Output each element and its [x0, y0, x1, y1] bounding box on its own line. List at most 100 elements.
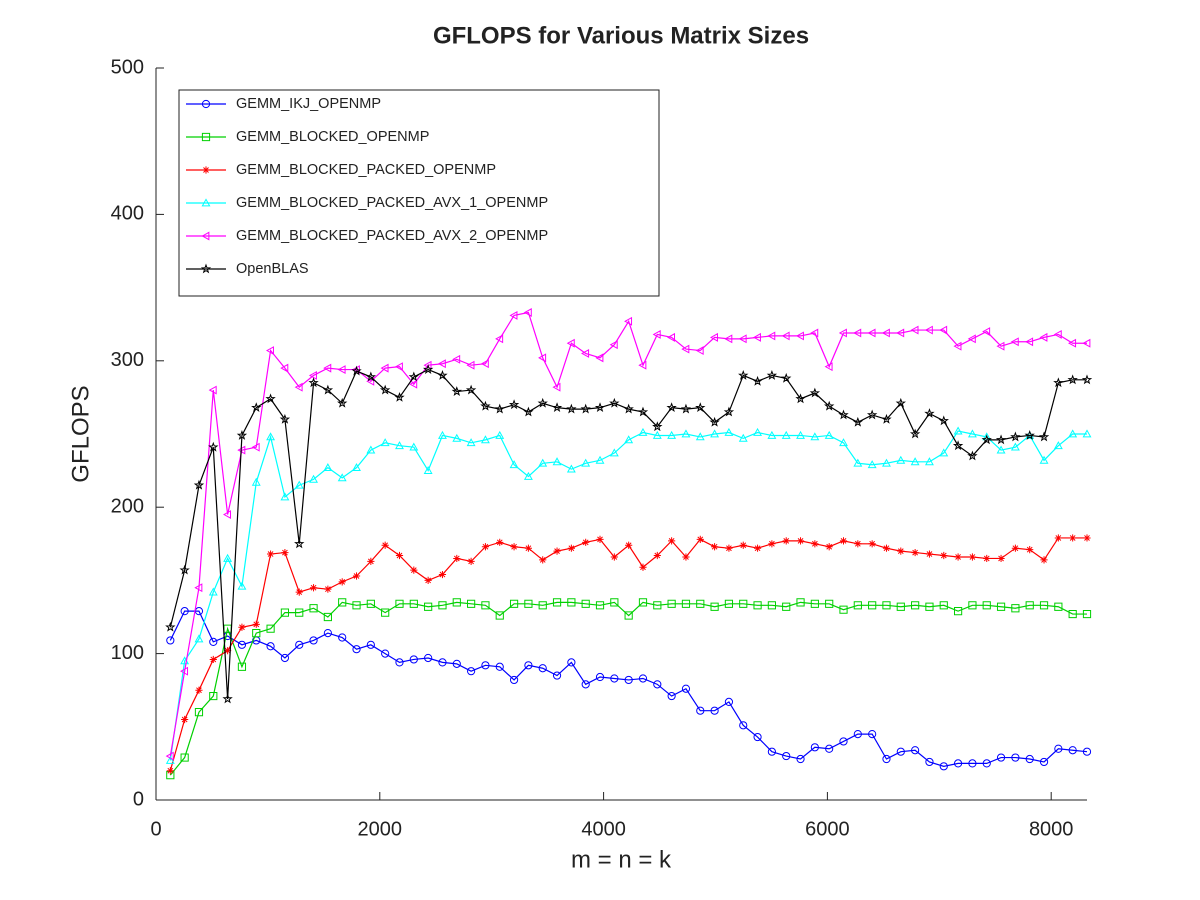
data-point	[753, 544, 762, 552]
data-point	[939, 325, 948, 335]
data-point	[380, 363, 389, 373]
data-point	[251, 442, 260, 452]
data-point	[982, 327, 991, 336]
data-point	[711, 543, 719, 551]
data-point	[409, 655, 418, 664]
data-point	[194, 634, 204, 643]
data-point	[595, 672, 605, 682]
data-point	[838, 409, 849, 420]
data-point	[653, 551, 661, 560]
data-point	[194, 708, 204, 717]
data-point	[1082, 747, 1092, 756]
data-point	[624, 316, 633, 326]
data-point	[452, 598, 461, 607]
data-point	[394, 391, 405, 402]
data-point	[680, 403, 692, 414]
legend-label: GEMM_BLOCKED_PACKED_AVX_1_OPENMP	[236, 195, 548, 211]
data-point	[681, 429, 691, 438]
data-point	[309, 584, 318, 592]
data-point	[753, 601, 762, 610]
data-point	[696, 599, 705, 608]
data-point	[551, 402, 563, 413]
data-point	[1053, 377, 1064, 388]
data-point	[351, 365, 362, 376]
data-point	[309, 636, 318, 645]
data-point	[910, 457, 920, 466]
data-point	[552, 457, 562, 466]
data-point	[481, 601, 490, 610]
data-point	[610, 598, 619, 607]
data-point	[366, 640, 375, 649]
data-point	[523, 471, 533, 480]
data-point	[438, 601, 447, 610]
data-point	[581, 680, 590, 689]
data-point	[625, 541, 633, 549]
data-point	[939, 762, 948, 771]
data-point	[1054, 534, 1062, 542]
data-point	[868, 601, 877, 610]
data-point	[911, 746, 920, 755]
data-point	[709, 416, 720, 427]
data-point	[739, 599, 748, 608]
data-point	[924, 325, 933, 335]
data-point	[438, 658, 447, 667]
data-point	[180, 666, 189, 676]
data-point	[624, 675, 633, 685]
data-point	[1025, 601, 1034, 610]
data-point	[667, 599, 676, 608]
data-point	[1010, 337, 1019, 347]
data-point	[853, 328, 862, 338]
data-point	[981, 434, 992, 445]
data-point	[394, 362, 403, 372]
data-point	[294, 480, 304, 489]
data-point	[839, 537, 848, 545]
data-point	[467, 599, 476, 608]
legend-marker	[200, 263, 212, 274]
series-line	[169, 610, 1088, 767]
y-tick-label: 200	[111, 495, 144, 517]
data-point	[1082, 609, 1092, 619]
data-point	[724, 334, 733, 344]
data-point	[767, 601, 776, 610]
data-point	[496, 538, 504, 546]
data-point	[437, 359, 446, 369]
series-line	[169, 311, 1087, 757]
data-point	[224, 647, 232, 655]
data-point	[237, 581, 247, 590]
data-point	[523, 308, 532, 317]
data-point	[1068, 609, 1077, 619]
data-point	[925, 550, 934, 558]
data-point	[1038, 431, 1050, 442]
data-point	[1082, 338, 1091, 348]
data-point	[666, 402, 677, 413]
data-point	[1011, 544, 1019, 552]
data-point	[1010, 442, 1020, 451]
data-point	[481, 661, 490, 670]
data-point	[165, 621, 176, 632]
y-tick-label: 300	[111, 349, 144, 371]
data-point	[838, 328, 847, 338]
data-point	[552, 671, 562, 680]
data-point	[624, 611, 633, 620]
data-point	[782, 751, 791, 761]
data-point	[209, 655, 217, 664]
data-point	[653, 680, 662, 689]
data-point	[1083, 534, 1091, 542]
x-tick-label: 4000	[581, 818, 626, 840]
data-point	[366, 599, 375, 608]
data-point	[1039, 757, 1049, 767]
data-point	[408, 371, 419, 382]
data-point	[696, 535, 704, 544]
data-point	[795, 331, 804, 341]
data-point	[538, 458, 548, 467]
data-point	[1039, 601, 1049, 610]
data-point	[881, 413, 892, 424]
chart-title: GFLOPS for Various Matrix Sizes	[433, 22, 809, 49]
data-point	[795, 393, 806, 404]
data-point	[379, 384, 391, 395]
data-point	[738, 370, 749, 380]
legend-marker	[201, 132, 211, 142]
data-point	[996, 753, 1006, 762]
data-point	[237, 640, 247, 649]
data-point	[809, 387, 821, 398]
